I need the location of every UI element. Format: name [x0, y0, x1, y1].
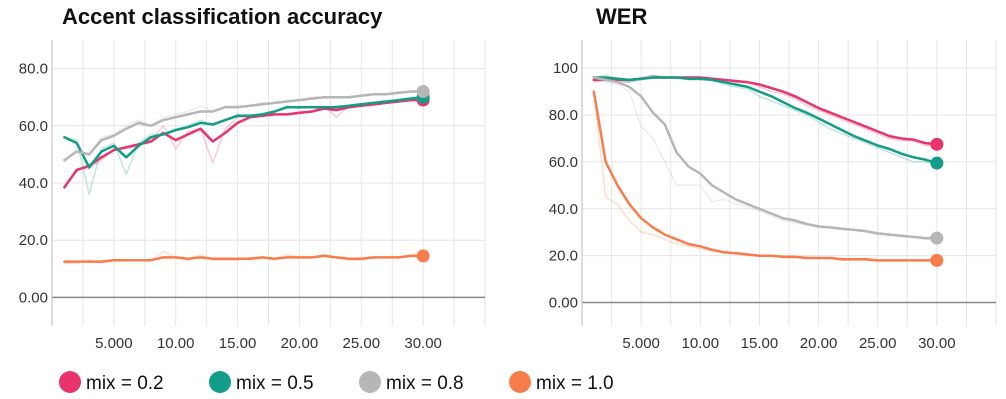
- x-tick-label: 20.00: [281, 335, 319, 352]
- series-raw-line: [64, 96, 424, 196]
- legend-item: mix = 0.8: [359, 371, 464, 394]
- y-tick-label: 20.0: [549, 248, 578, 265]
- series-end-point: [930, 137, 944, 151]
- series-4: [592, 90, 944, 267]
- wer-chart: WER 0.00 20.0 40.0 60.0 80.0 100 5.000 10.00 15.0…: [549, 4, 997, 352]
- series-line: [592, 76, 939, 240]
- legend: mix = 0.2 mix = 0.5 mix = 0.8 mix = 1.0: [59, 371, 614, 394]
- y-tick-label: 60.0: [19, 118, 48, 135]
- series-3: [592, 76, 944, 245]
- series-end-point: [930, 231, 944, 245]
- y-tick-label: 0.00: [19, 289, 48, 306]
- series-line: [592, 76, 939, 146]
- chart-title: WER: [596, 4, 647, 29]
- legend-item: mix = 0.2: [59, 371, 164, 394]
- x-tick-label: 30.00: [404, 335, 442, 352]
- x-tick-label: 5.000: [95, 335, 133, 352]
- chart-title: Accent classification accuracy: [62, 4, 383, 29]
- accent-accuracy-chart: Accent classification accuracy 0.00 20.0 40…: [19, 4, 486, 352]
- legend-item: mix = 0.5: [209, 371, 314, 394]
- series-line: [592, 76, 939, 165]
- y-tick-label: 40.0: [19, 175, 48, 192]
- x-tick-label: 10.00: [157, 335, 195, 352]
- legend-label: mix = 0.8: [386, 373, 464, 394]
- series-line: [63, 90, 425, 162]
- series-line: [63, 98, 425, 189]
- y-tick-label: 60.0: [549, 154, 578, 171]
- series-line: [592, 90, 939, 262]
- series-1: [592, 74, 944, 151]
- series-raw-line: [63, 99, 424, 190]
- x-tick-label: 25.00: [343, 335, 381, 352]
- series-end-point: [930, 156, 944, 170]
- legend-swatch: [359, 371, 381, 393]
- y-tick-label: 100: [553, 60, 578, 77]
- y-tick-label: 0.00: [549, 295, 578, 312]
- legend-label: mix = 0.2: [86, 373, 164, 394]
- series-raw-line: [593, 74, 937, 147]
- legend-swatch: [209, 371, 231, 393]
- y-tick-label: 80.0: [19, 61, 48, 78]
- legend-swatch: [59, 371, 81, 393]
- legend-label: mix = 1.0: [536, 373, 614, 394]
- series-4: [63, 249, 430, 264]
- series-1: [63, 93, 430, 190]
- legend-swatch: [509, 371, 531, 393]
- legend-item: mix = 1.0: [509, 371, 614, 394]
- legend-label: mix = 0.5: [236, 373, 314, 394]
- series-line: [63, 95, 425, 169]
- x-tick-label: 5.000: [622, 335, 660, 352]
- grid: [51, 40, 486, 326]
- x-tick-label: 15.00: [741, 335, 779, 352]
- x-tick-label: 10.00: [682, 335, 720, 352]
- series-3: [63, 84, 430, 164]
- series-line: [63, 254, 425, 263]
- series-2: [592, 74, 944, 170]
- series-raw-line: [593, 74, 938, 165]
- x-tick-label: 30.00: [918, 335, 956, 352]
- series-end-point: [930, 253, 944, 267]
- grid: [581, 40, 997, 326]
- y-tick-label: 20.0: [19, 232, 48, 249]
- series-end-point: [416, 84, 430, 98]
- x-tick-label: 15.00: [219, 335, 257, 352]
- y-tick-label: 80.0: [549, 107, 578, 124]
- x-tick-label: 20.00: [800, 335, 838, 352]
- x-tick-label: 25.00: [859, 335, 897, 352]
- series-end-point: [416, 249, 430, 263]
- y-tick-label: 40.0: [549, 201, 578, 218]
